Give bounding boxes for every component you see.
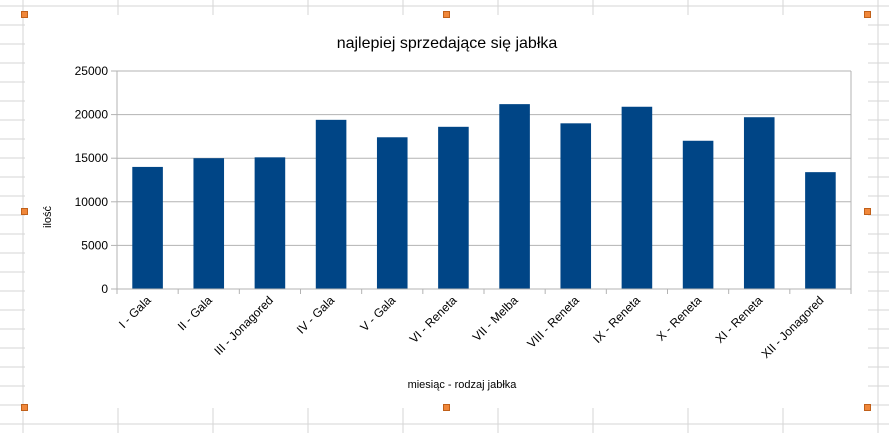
bar[interactable] [743,117,775,289]
bar[interactable] [315,119,347,289]
x-axis-label: miesiąc - rodzaj jabłka [408,379,518,391]
plot-area: 0 5000 10000 15000 20000 25000 I - Gala II - Ga… [75,64,852,361]
y-tick-label: 25000 [75,64,109,78]
chart-title: najlepiej sprzedające się jabłka [337,35,558,52]
y-tick-label: 20000 [75,108,109,122]
bar[interactable] [499,104,530,289]
x-tick-label: V - Gala [357,293,398,334]
x-tick-label: IV - Gala [294,293,338,337]
bar[interactable] [438,126,469,289]
bar[interactable] [376,137,408,289]
bar[interactable] [132,166,163,289]
bar[interactable] [560,123,592,289]
y-axis-label: ilość [42,206,54,229]
selection-handle[interactable] [21,11,28,18]
chart-container[interactable]: najlepiej sprzedające się jabłka ilość m… [25,15,868,408]
x-tick-label: I - Gala [116,293,154,331]
x-tick-label: II - Gala [175,293,215,333]
x-tick-label: X - Reneta [654,293,705,344]
x-tick-label: III - Jonagored [211,293,276,358]
selection-handle[interactable] [443,11,450,18]
chart-svg: najlepiej sprzedające się jabłka ilość m… [42,35,852,391]
selection-handle[interactable] [21,404,28,411]
y-tick-label: 10000 [75,195,109,209]
bar[interactable] [682,140,714,289]
x-tick-label: VI - Reneta [407,293,460,346]
x-tick-label: IX - Reneta [590,293,643,346]
selection-handle[interactable] [864,11,871,18]
bar[interactable] [805,172,836,289]
selection-handle[interactable] [21,208,28,215]
selection-handle[interactable] [864,404,871,411]
bar[interactable] [254,157,286,289]
selection-handle[interactable] [443,404,450,411]
x-tick-label: XI - Reneta [713,293,766,346]
bar[interactable] [621,106,653,289]
x-tick-label: XII - Jonagored [759,293,827,361]
y-tick-label: 5000 [81,238,108,252]
x-tick-label: VIII - Reneta [524,293,582,351]
bar[interactable] [193,158,225,289]
selection-handle[interactable] [864,208,871,215]
x-tick-label: VII - Melba [470,293,521,344]
y-tick-label: 0 [101,282,108,296]
y-tick-label: 15000 [75,151,109,165]
